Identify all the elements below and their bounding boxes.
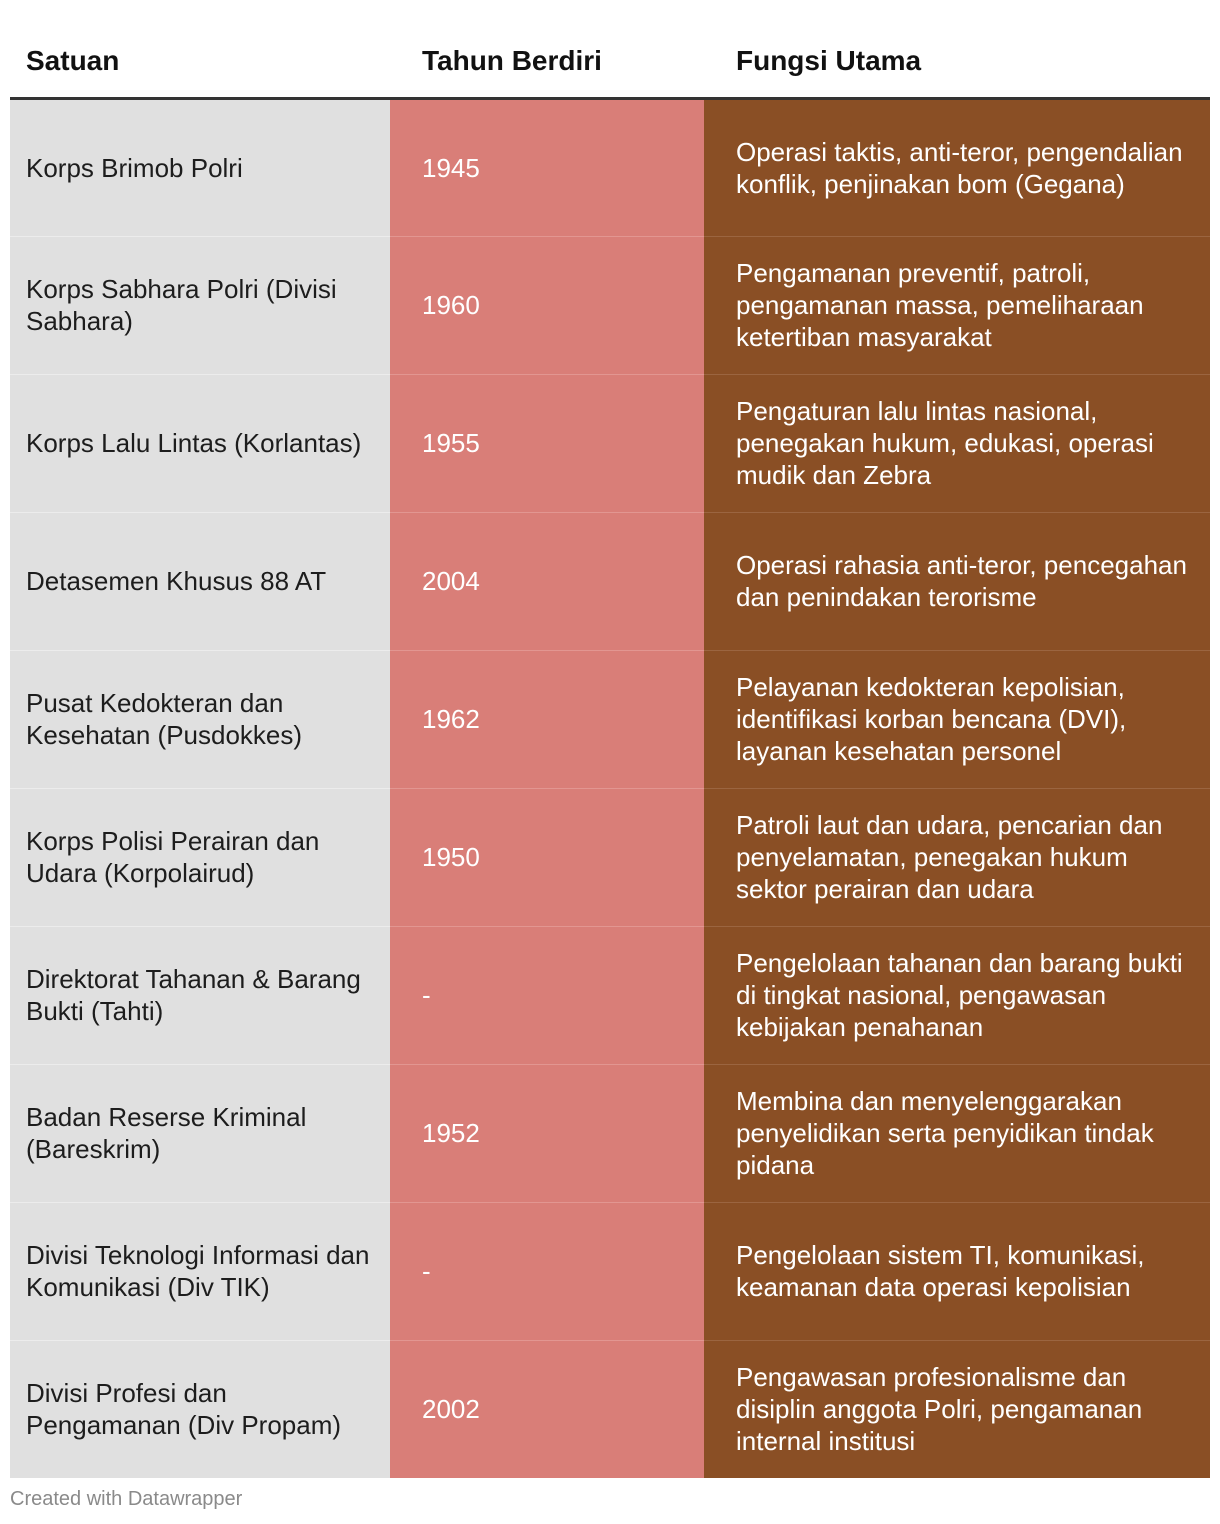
cell-satuan: Korps Brimob Polri: [10, 98, 390, 237]
cell-satuan: Divisi Profesi dan Pengamanan (Div Propa…: [10, 1340, 390, 1478]
cell-fungsi-utama: Operasi rahasia anti-teror, pencegahan d…: [704, 512, 1210, 651]
table-row: Korps Lalu Lintas (Korlantas) 1955 Pengatu…: [10, 374, 1210, 513]
cell-tahun-berdiri: 1950: [390, 788, 704, 927]
column-header-fungsi-utama[interactable]: Fungsi Utama: [704, 26, 1210, 100]
cell-tahun-berdiri: 2002: [390, 1340, 704, 1478]
table-row: Korps Brimob Polri 1945 Operasi taktis, an…: [10, 98, 1210, 237]
table-row: Korps Polisi Perairan dan Udara (Korpola…: [10, 788, 1210, 927]
table-row: Direktorat Tahanan & Barang Bukti (Tahti…: [10, 926, 1210, 1065]
table-row: Detasemen Khusus 88 AT 2004 Operasi rahasi…: [10, 512, 1210, 651]
cell-satuan: Detasemen Khusus 88 AT: [10, 512, 390, 651]
cell-tahun-berdiri: 1945: [390, 98, 704, 237]
cell-tahun-berdiri: 1955: [390, 374, 704, 513]
header-row: Satuan Tahun Berdiri Fungsi Utama: [10, 26, 1210, 100]
table-body: Korps Brimob Polri 1945 Operasi taktis, an…: [10, 98, 1210, 1478]
cell-tahun-berdiri: -: [390, 1202, 704, 1341]
table-row: Divisi Profesi dan Pengamanan (Div Propa…: [10, 1340, 1210, 1478]
cell-tahun-berdiri: 1962: [390, 650, 704, 789]
cell-fungsi-utama: Pengawasan profesionalisme dan disiplin …: [704, 1340, 1210, 1478]
cell-satuan: Pusat Kedokteran dan Kesehatan (Pusdokke…: [10, 650, 390, 789]
data-table-container: Satuan Tahun Berdiri Fungsi Utama Korps …: [10, 26, 1210, 1478]
cell-tahun-berdiri: 1960: [390, 236, 704, 375]
cell-fungsi-utama: Patroli laut dan udara, pencarian dan pe…: [704, 788, 1210, 927]
column-header-tahun-berdiri[interactable]: Tahun Berdiri: [390, 26, 704, 100]
cell-satuan: Korps Polisi Perairan dan Udara (Korpola…: [10, 788, 390, 927]
cell-satuan: Korps Lalu Lintas (Korlantas): [10, 374, 390, 513]
datawrapper-credit: Created with Datawrapper: [10, 1488, 243, 1510]
cell-fungsi-utama: Pengaturan lalu lintas nasional, penegak…: [704, 374, 1210, 513]
cell-satuan: Badan Reserse Kriminal (Bareskrim): [10, 1064, 390, 1203]
cell-tahun-berdiri: -: [390, 926, 704, 1065]
cell-fungsi-utama: Pengelolaan sistem TI, komunikasi, keama…: [704, 1202, 1210, 1341]
table-row: Pusat Kedokteran dan Kesehatan (Pusdokke…: [10, 650, 1210, 789]
cell-fungsi-utama: Membina dan menyelenggarakan penyelidika…: [704, 1064, 1210, 1203]
table-row: Badan Reserse Kriminal (Bareskrim) 1952 Me…: [10, 1064, 1210, 1203]
cell-satuan: Direktorat Tahanan & Barang Bukti (Tahti…: [10, 926, 390, 1065]
cell-tahun-berdiri: 1952: [390, 1064, 704, 1203]
cell-tahun-berdiri: 2004: [390, 512, 704, 651]
table-row: Korps Sabhara Polri (Divisi Sabhara) 1960…: [10, 236, 1210, 375]
column-header-satuan[interactable]: Satuan: [10, 26, 390, 100]
cell-fungsi-utama: Pelayanan kedokteran kepolisian, identif…: [704, 650, 1210, 789]
cell-fungsi-utama: Pengamanan preventif, patroli, pengamana…: [704, 236, 1210, 375]
cell-fungsi-utama: Operasi taktis, anti-teror, pengendalian…: [704, 98, 1210, 237]
data-table: Satuan Tahun Berdiri Fungsi Utama Korps …: [10, 26, 1210, 1478]
table-header: Satuan Tahun Berdiri Fungsi Utama: [10, 26, 1210, 100]
cell-satuan: Korps Sabhara Polri (Divisi Sabhara): [10, 236, 390, 375]
cell-fungsi-utama: Pengelolaan tahanan dan barang bukti di …: [704, 926, 1210, 1065]
cell-satuan: Divisi Teknologi Informasi dan Komunikas…: [10, 1202, 390, 1341]
table-row: Divisi Teknologi Informasi dan Komunikas…: [10, 1202, 1210, 1341]
